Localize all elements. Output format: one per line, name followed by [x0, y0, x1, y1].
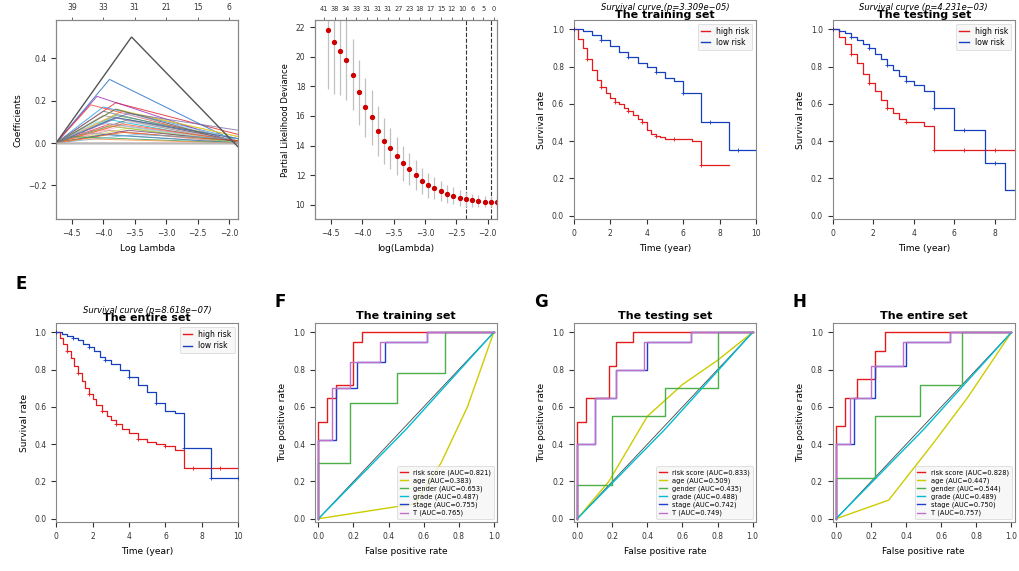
Title: The entire set: The entire set	[103, 313, 191, 323]
X-axis label: log(Lambda): log(Lambda)	[377, 244, 434, 252]
Title: The training set: The training set	[614, 10, 714, 20]
Text: Survival curve (p=8.618e−07): Survival curve (p=8.618e−07)	[83, 306, 211, 315]
Legend: high risk, low risk: high risk, low risk	[179, 327, 234, 353]
Title: The testing set: The testing set	[618, 311, 711, 321]
Legend: high risk, low risk: high risk, low risk	[956, 24, 1010, 50]
Y-axis label: Survival rate: Survival rate	[796, 91, 804, 149]
Y-axis label: True positive rate: True positive rate	[278, 383, 287, 463]
Legend: risk score (AUC=0.833), age (AUC=0.509), gender (AUC=0.435), grade (AUC=0.488), : risk score (AUC=0.833), age (AUC=0.509),…	[655, 467, 752, 519]
Legend: high risk, low risk: high risk, low risk	[697, 24, 751, 50]
X-axis label: False positive rate: False positive rate	[623, 547, 705, 556]
Text: G: G	[533, 293, 547, 311]
Title: The entire set: The entire set	[879, 311, 967, 321]
Y-axis label: Coefficients: Coefficients	[13, 93, 22, 147]
X-axis label: Time (year): Time (year)	[638, 244, 690, 252]
X-axis label: Time (year): Time (year)	[121, 547, 173, 556]
Text: Survival curve (p=3.309e−05): Survival curve (p=3.309e−05)	[600, 3, 729, 12]
Title: The testing set: The testing set	[875, 10, 970, 20]
Y-axis label: Survival rate: Survival rate	[19, 393, 29, 452]
Y-axis label: Survival rate: Survival rate	[537, 91, 546, 149]
Y-axis label: True positive rate: True positive rate	[796, 383, 804, 463]
X-axis label: False positive rate: False positive rate	[365, 547, 447, 556]
Title: The training set: The training set	[356, 311, 455, 321]
Legend: risk score (AUC=0.828), age (AUC=0.447), gender (AUC=0.544), grade (AUC=0.489), : risk score (AUC=0.828), age (AUC=0.447),…	[914, 467, 1011, 519]
Text: H: H	[792, 293, 806, 311]
X-axis label: False positive rate: False positive rate	[881, 547, 964, 556]
Y-axis label: True positive rate: True positive rate	[537, 383, 546, 463]
X-axis label: Time (year): Time (year)	[897, 244, 949, 252]
X-axis label: Log Lambda: Log Lambda	[119, 244, 174, 252]
Legend: risk score (AUC=0.821), age (AUC=0.383), gender (AUC=0.653), grade (AUC=0.487), : risk score (AUC=0.821), age (AUC=0.383),…	[396, 467, 493, 519]
Text: E: E	[16, 275, 28, 293]
Text: Survival curve (p=4.231e−03): Survival curve (p=4.231e−03)	[859, 3, 987, 12]
Y-axis label: Partial Likelihood Deviance: Partial Likelihood Deviance	[281, 63, 289, 176]
Text: F: F	[274, 293, 286, 311]
